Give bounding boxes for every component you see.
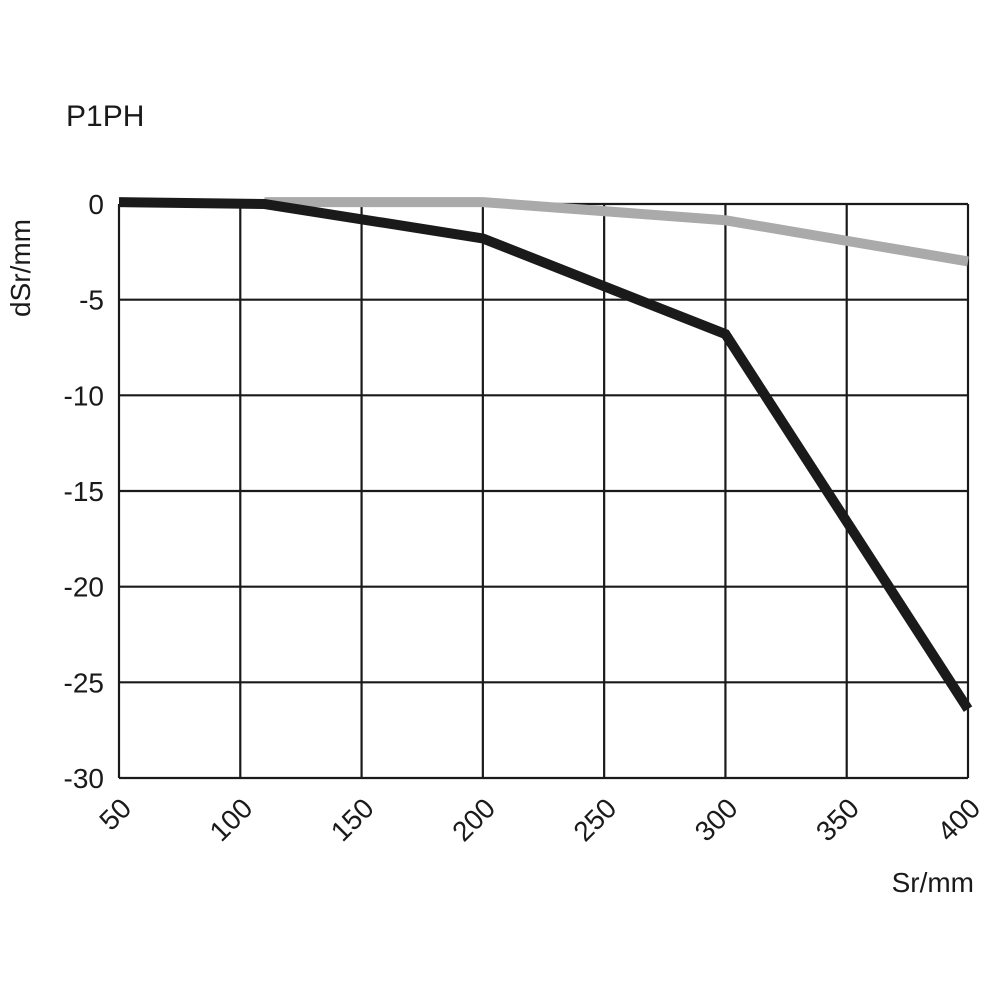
x-tick-label: 400 [931,792,986,847]
y-tick-label: -30 [64,763,104,794]
x-axis-label: Sr/mm [892,867,974,898]
y-tick-label: -25 [64,667,104,698]
y-tick-label: -10 [64,380,104,411]
x-tick-label: 150 [325,792,380,847]
series-group [118,197,973,712]
x-tick-label: 200 [446,792,501,847]
y-tick-label: -5 [79,285,104,316]
y-tick-label: 0 [88,189,104,220]
y-tick-label: -20 [64,572,104,603]
series-line-gray [264,197,969,267]
series-line-black [118,197,973,712]
chart-title: P1PH [66,100,144,133]
x-tick-label: 350 [810,792,865,847]
y-tick-label: -15 [64,476,104,507]
x-tick-label: 50 [93,792,137,836]
y-axis-label: dSr/mm [5,219,36,317]
x-tick-label: 300 [689,792,744,847]
x-tick-label: 100 [204,792,259,847]
grid [117,202,970,780]
x-tick-label: 250 [567,792,622,847]
